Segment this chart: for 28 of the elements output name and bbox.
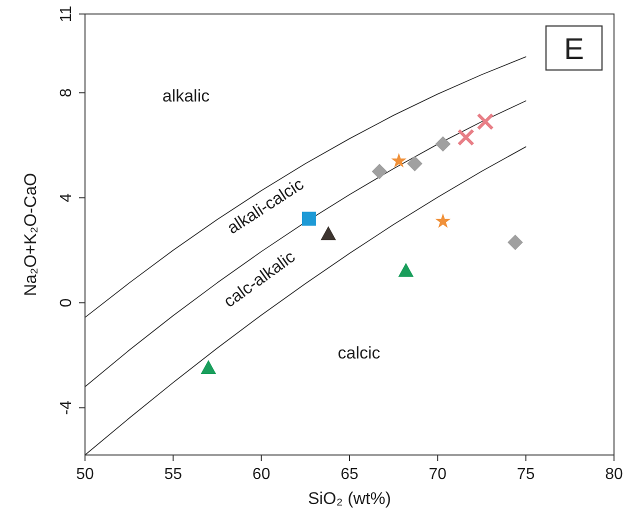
point (435, 213, 451, 228)
annotation: E (564, 33, 584, 66)
point (407, 156, 422, 172)
annotation: alkalic (162, 86, 210, 106)
y-tick-label: -4 (58, 400, 75, 415)
point (457, 128, 474, 146)
x-tick-label: 70 (428, 466, 447, 483)
y-axis-title: Na₂O+K₂O-CaO (21, 172, 40, 296)
annotation: calcic (338, 343, 381, 362)
x-tick-label: 50 (76, 466, 94, 483)
point (200, 360, 216, 374)
x-tick-label: 60 (252, 466, 270, 483)
y-tick-label: 8 (58, 88, 75, 98)
point (476, 113, 494, 130)
x-tick-label: 80 (605, 466, 623, 483)
x-axis-title: SiO₂ (wt%) (308, 489, 392, 508)
y-tick-label: 0 (58, 298, 75, 308)
point (398, 262, 414, 277)
y-tick-label: 11 (58, 6, 75, 22)
x-tick-label: 65 (340, 466, 358, 483)
point (391, 152, 407, 168)
point (435, 136, 451, 152)
point (320, 226, 336, 240)
point (508, 234, 523, 250)
x-tick-label: 75 (516, 466, 535, 483)
x-tick-label: 55 (164, 466, 182, 483)
point (372, 164, 388, 180)
y-tick-label: 4 (58, 193, 75, 202)
